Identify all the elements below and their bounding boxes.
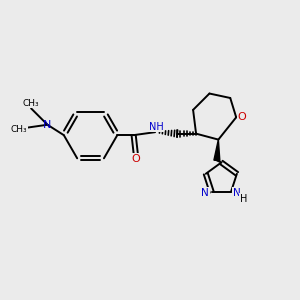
Text: N: N: [43, 120, 52, 130]
Text: N: N: [233, 188, 241, 198]
Text: NH: NH: [149, 122, 164, 132]
Text: O: O: [237, 112, 246, 122]
Text: O: O: [131, 154, 140, 164]
Text: H: H: [240, 194, 247, 204]
Text: CH₃: CH₃: [11, 125, 28, 134]
Polygon shape: [214, 140, 220, 160]
Text: CH₃: CH₃: [23, 98, 39, 107]
Text: N: N: [201, 188, 209, 198]
